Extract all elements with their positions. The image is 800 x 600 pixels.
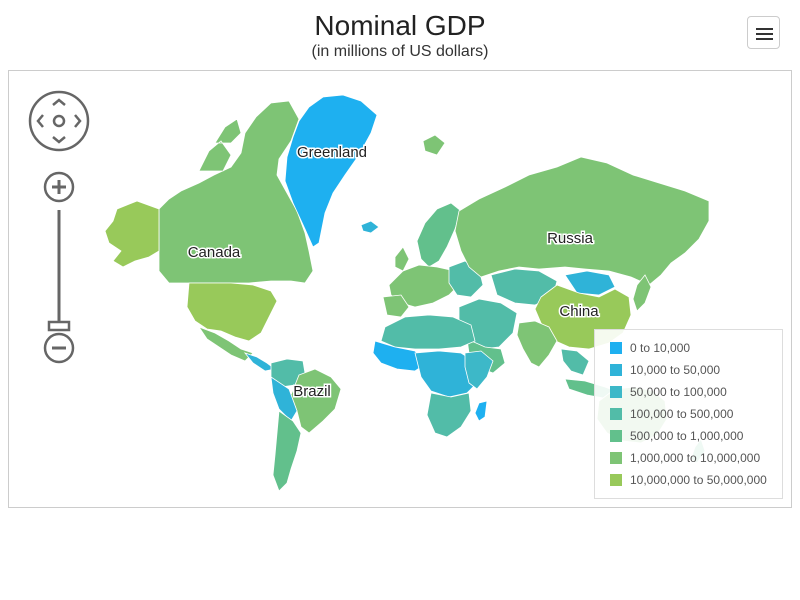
region-usa[interactable] xyxy=(186,282,278,342)
region-east-africa[interactable] xyxy=(464,350,494,390)
region-russia[interactable] xyxy=(454,156,710,286)
menu-button[interactable] xyxy=(747,16,780,49)
legend-swatch xyxy=(610,364,622,376)
pan-control[interactable] xyxy=(27,89,91,153)
zoom-slider-handle[interactable] xyxy=(47,320,71,332)
legend-swatch xyxy=(610,430,622,442)
label-brazil: Brazil xyxy=(293,383,331,400)
region-uk[interactable] xyxy=(394,246,410,272)
region-india[interactable] xyxy=(516,320,558,368)
legend-swatch xyxy=(610,386,622,398)
map-legend: 0 to 10,000 10,000 to 50,000 50,000 to 1… xyxy=(594,329,783,499)
region-southern-africa[interactable] xyxy=(426,392,472,438)
legend-label: 100,000 to 500,000 xyxy=(630,407,734,421)
legend-label: 500,000 to 1,000,000 xyxy=(630,429,744,443)
legend-swatch xyxy=(610,452,622,464)
region-central-africa[interactable] xyxy=(414,350,480,398)
pan-down-icon[interactable] xyxy=(52,136,66,144)
label-canada: Canada xyxy=(188,244,241,261)
region-iberia[interactable] xyxy=(382,294,410,318)
legend-swatch xyxy=(610,474,622,486)
map-subtitle: (in millions of US dollars) xyxy=(311,43,489,60)
legend-item[interactable]: 500,000 to 1,000,000 xyxy=(610,429,743,443)
region-brazil[interactable] xyxy=(290,368,342,434)
legend-label: 10,000,000 to 50,000,000 xyxy=(630,473,767,487)
region-iceland[interactable] xyxy=(360,220,380,234)
hamburger-menu-icon xyxy=(756,28,773,30)
region-argentina-chile[interactable] xyxy=(272,410,302,492)
legend-label: 1,000,000 to 10,000,000 xyxy=(630,451,761,465)
legend-item[interactable]: 50,000 to 100,000 xyxy=(610,385,727,399)
pan-right-icon[interactable] xyxy=(74,114,82,128)
pan-left-icon[interactable] xyxy=(36,114,44,128)
legend-swatch xyxy=(610,342,622,354)
legend-item[interactable]: 100,000 to 500,000 xyxy=(610,407,733,421)
legend-label: 0 to 10,000 xyxy=(630,341,691,355)
region-alaska[interactable] xyxy=(104,200,160,268)
label-china: China xyxy=(559,303,599,320)
pan-up-icon[interactable] xyxy=(52,98,66,106)
legend-item[interactable]: 0 to 10,000 xyxy=(610,341,690,355)
region-central-america[interactable] xyxy=(243,352,276,372)
region-north-africa[interactable] xyxy=(380,314,476,350)
region-svalbard[interactable] xyxy=(422,134,446,156)
region-southeast-asia[interactable] xyxy=(560,348,590,376)
legend-label: 50,000 to 100,000 xyxy=(630,385,727,399)
region-madagascar[interactable] xyxy=(474,400,488,422)
region-japan[interactable] xyxy=(632,274,652,312)
map-container[interactable]: Greenland Canada Russia China Brazil 0 t… xyxy=(8,70,792,508)
label-greenland: Greenland xyxy=(297,144,367,161)
region-greenland[interactable] xyxy=(284,94,378,248)
world-map[interactable]: Greenland Canada Russia China Brazil xyxy=(9,71,792,508)
region-canada-islands[interactable] xyxy=(198,118,242,172)
label-russia: Russia xyxy=(547,230,594,247)
legend-item[interactable]: 10,000,000 to 50,000,000 xyxy=(610,473,767,487)
legend-item[interactable]: 1,000,000 to 10,000,000 xyxy=(610,451,760,465)
legend-label: 10,000 to 50,000 xyxy=(630,363,721,377)
legend-swatch xyxy=(610,408,622,420)
region-scandinavia[interactable] xyxy=(416,202,462,268)
legend-item[interactable]: 10,000 to 50,000 xyxy=(610,363,720,377)
region-west-africa[interactable] xyxy=(372,340,428,372)
zoom-control[interactable] xyxy=(41,171,77,367)
pan-arrows-icon[interactable] xyxy=(28,90,90,152)
map-title: Nominal GDP xyxy=(314,10,486,41)
